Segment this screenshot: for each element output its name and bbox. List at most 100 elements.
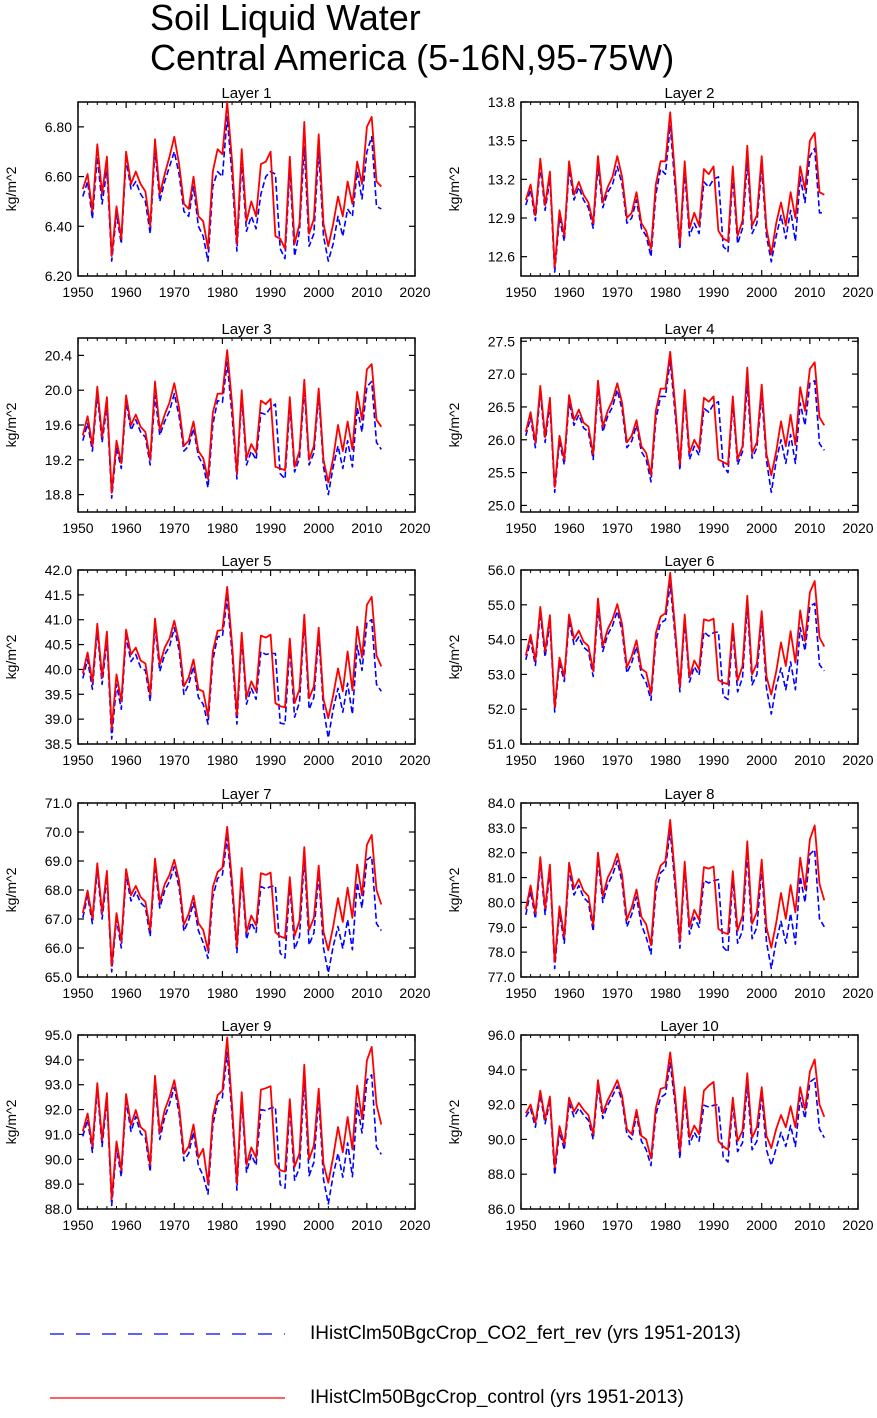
x-tick-label: 2010: [351, 1217, 382, 1233]
panel-6: Layer 6 1950 1960 1970 1980 1990 2000 2010 2020 5…: [446, 553, 874, 768]
plot-frame: [77, 101, 416, 277]
series-line-co2-fert-rev: [525, 1062, 826, 1176]
x-tick-label: 2000: [303, 752, 334, 768]
x-tick-label: 2000: [303, 1217, 334, 1233]
x-tick-label: 2020: [842, 520, 873, 536]
x-tick-label: 2010: [794, 1217, 825, 1233]
y-tick-label: 26.5: [488, 399, 515, 415]
series-line-co2-fert-rev: [82, 596, 382, 740]
x-tick-label: 1950: [505, 752, 536, 768]
x-tick-label: 1990: [255, 752, 286, 768]
x-tick-label: 1960: [111, 284, 142, 300]
x-tick-label: 2010: [351, 284, 382, 300]
legend-swatch-solid: [50, 1397, 285, 1399]
panel-title: Layer 8: [664, 786, 714, 803]
series-line-control: [524, 819, 826, 963]
y-axis-label: kg/m^2: [446, 166, 462, 211]
y-tick-label: 56.0: [488, 562, 515, 578]
y-tick-label: 71.0: [45, 795, 72, 811]
legend-label-control: IHistClm50BgcCrop_control (yrs 1951-2013…: [310, 1387, 684, 1408]
plot-frame: [520, 802, 859, 978]
y-axis-label: kg/m^2: [3, 867, 19, 912]
y-axis-label: kg/m^2: [446, 867, 462, 912]
y-tick-label: 53.0: [488, 666, 515, 682]
plot-frame: [520, 1034, 859, 1210]
series-line-co2-fert-rev: [525, 124, 825, 273]
y-tick-label: 52.0: [488, 701, 515, 717]
x-tick-label: 1960: [554, 752, 585, 768]
x-tick-label: 1950: [62, 1217, 93, 1233]
x-tick-label: 2000: [746, 284, 777, 300]
y-tick-label: 92.0: [488, 1097, 515, 1113]
y-tick-label: 83.0: [488, 820, 515, 836]
panel-title: Layer 2: [664, 85, 714, 102]
x-tick-label: 1970: [159, 1217, 190, 1233]
x-tick-label: 2020: [842, 284, 873, 300]
y-tick-label: 95.0: [45, 1027, 72, 1043]
y-tick-label: 90.0: [45, 1151, 72, 1167]
y-tick-label: 40.5: [45, 637, 72, 653]
x-tick-label: 2020: [399, 1217, 430, 1233]
series-line-control: [81, 102, 382, 258]
y-tick-label: 81.0: [488, 870, 515, 886]
y-tick-label: 68.0: [45, 882, 72, 898]
panel-5: Layer 5 1950 1960 1970 1980 1990 2000 2010 2020 3…: [3, 553, 431, 768]
y-tick-label: 79.0: [488, 919, 515, 935]
x-tick-label: 1960: [554, 985, 585, 1001]
x-tick-label: 1970: [159, 520, 190, 536]
series-line-control: [81, 349, 383, 494]
y-axis-label: kg/m^2: [446, 634, 462, 679]
x-tick-label: 1990: [255, 284, 286, 300]
plot-frame: [77, 1034, 416, 1210]
y-tick-label: 6.20: [45, 268, 72, 284]
x-tick-label: 2010: [794, 284, 825, 300]
y-tick-label: 13.8: [488, 94, 515, 110]
y-tick-label: 80.0: [488, 894, 515, 910]
x-tick-label: 1970: [159, 985, 190, 1001]
x-tick-label: 2000: [303, 985, 334, 1001]
y-tick-label: 19.2: [45, 452, 72, 468]
x-tick-label: 2010: [794, 520, 825, 536]
y-axis-label: kg/m^2: [3, 166, 19, 211]
y-tick-label: 77.0: [488, 969, 515, 985]
series-line-control: [524, 350, 826, 488]
y-tick-label: 55.0: [488, 597, 515, 613]
panel-4: Layer 4 1950 1960 1970 1980 1990 2000 2010 2020 2…: [446, 321, 874, 536]
x-tick-label: 1970: [159, 752, 190, 768]
x-tick-label: 1950: [62, 752, 93, 768]
x-tick-label: 1980: [207, 520, 238, 536]
y-tick-label: 25.5: [488, 465, 515, 481]
y-tick-label: 94.0: [45, 1052, 72, 1068]
x-tick-label: 1960: [111, 985, 142, 1001]
x-tick-label: 1990: [255, 520, 286, 536]
x-tick-label: 1970: [602, 752, 633, 768]
y-tick-label: 38.5: [45, 736, 72, 752]
x-tick-label: 1970: [602, 1217, 633, 1233]
panel-1: Layer 1 1950 1960 1970 1980 1990 2000 2010 2020 6…: [3, 85, 431, 300]
series-line-control: [524, 111, 825, 268]
y-tick-label: 84.0: [488, 795, 515, 811]
x-tick-label: 1970: [602, 284, 633, 300]
x-tick-label: 2020: [399, 520, 430, 536]
y-tick-label: 90.0: [488, 1131, 515, 1147]
x-tick-label: 2000: [746, 985, 777, 1001]
x-tick-label: 1950: [505, 985, 536, 1001]
legend-item-co2-fert-rev: IHistClm50BgcCrop_CO2_fert_rev (yrs 1951…: [0, 1314, 877, 1354]
y-tick-label: 40.0: [45, 661, 72, 677]
series-line-control: [81, 825, 383, 967]
x-tick-label: 1990: [255, 1217, 286, 1233]
y-axis-label: kg/m^2: [3, 634, 19, 679]
plot-frame: [520, 337, 859, 513]
y-tick-label: 88.0: [45, 1201, 72, 1217]
y-tick-label: 20.4: [45, 347, 72, 363]
x-tick-label: 2010: [794, 985, 825, 1001]
y-tick-label: 6.60: [45, 169, 72, 185]
x-tick-label: 2000: [746, 752, 777, 768]
x-tick-label: 1980: [207, 1217, 238, 1233]
series-line-co2-fert-rev: [82, 116, 382, 262]
panel-title: Layer 5: [221, 553, 271, 570]
y-tick-label: 91.0: [45, 1126, 72, 1142]
x-tick-label: 1970: [602, 985, 633, 1001]
panel-9: Layer 9 1950 1960 1970 1980 1990 2000 2010 2020 8…: [3, 1018, 431, 1233]
y-tick-label: 66.0: [45, 940, 72, 956]
